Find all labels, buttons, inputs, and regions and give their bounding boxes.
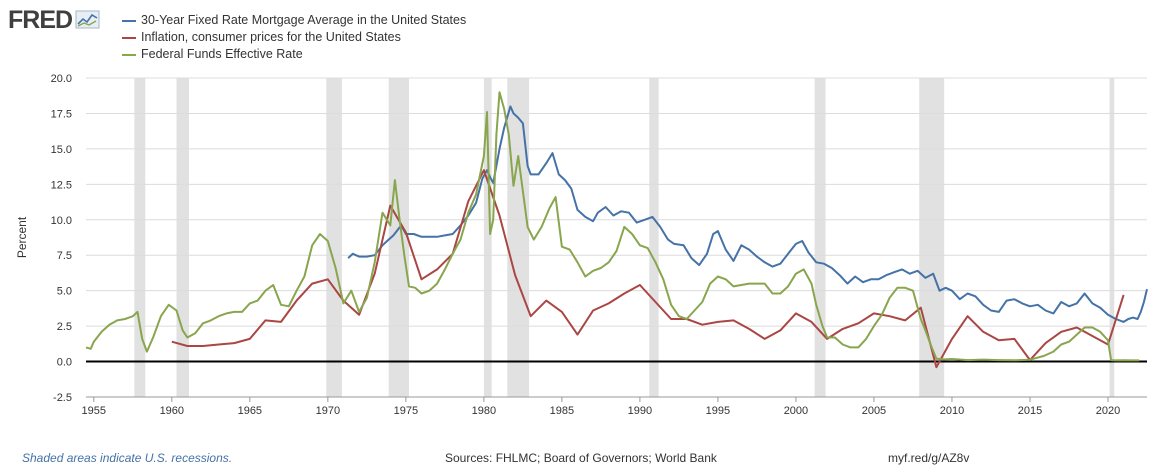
recession-band xyxy=(483,78,492,397)
legend-item-mortgage[interactable]: 30-Year Fixed Rate Mortgage Average in t… xyxy=(122,12,466,29)
recession-band xyxy=(649,78,659,397)
recession-band xyxy=(814,78,826,397)
x-tick-label: 1965 xyxy=(238,405,262,417)
x-tick-label: 2020 xyxy=(1096,405,1120,417)
x-tick-label: 1975 xyxy=(394,405,418,417)
x-tick-label: 2015 xyxy=(1018,405,1042,417)
series-line-fed-funds xyxy=(85,91,1140,362)
x-tick-label: 2010 xyxy=(940,405,964,417)
x-tick-label: 1995 xyxy=(706,405,730,417)
legend-item-inflation[interactable]: Inflation, consumer prices for the Unite… xyxy=(122,29,466,46)
recession-band xyxy=(388,78,409,397)
sources-text: Sources: FHLMC; Board of Governors; Worl… xyxy=(445,451,717,465)
y-tick-label: 20.0 xyxy=(51,73,72,85)
x-tick-label: 2005 xyxy=(862,405,886,417)
logo-text: FRED xyxy=(8,5,73,34)
legend-label-mortgage: 30-Year Fixed Rate Mortgage Average in t… xyxy=(141,13,467,27)
y-tick-label: 15.0 xyxy=(51,144,72,156)
series-line-mortgage xyxy=(347,105,1148,323)
x-tick-label: 1990 xyxy=(628,405,652,417)
y-tick-label: 5.0 xyxy=(57,286,72,298)
recession-band xyxy=(507,78,530,397)
chart-logo-icon xyxy=(75,10,100,29)
legend-label-fed-funds: Federal Funds Effective Rate xyxy=(141,47,303,61)
legend-item-fed-funds[interactable]: Federal Funds Effective Rate xyxy=(122,46,466,63)
legend-swatch-fed-funds xyxy=(122,53,136,56)
x-tick-label: 1960 xyxy=(160,405,184,417)
y-tick-label: 10.0 xyxy=(51,215,72,227)
y-tick-label: 2.5 xyxy=(57,321,72,333)
short-url[interactable]: myf.red/g/AZ8v xyxy=(888,451,970,465)
recession-band xyxy=(134,78,146,397)
y-tick-label: -2.5 xyxy=(53,392,72,404)
legend-label-inflation: Inflation, consumer prices for the Unite… xyxy=(141,30,401,44)
recession-note: Shaded areas indicate U.S. recessions. xyxy=(22,451,233,465)
recession-band xyxy=(1109,78,1115,397)
y-axis-label: Percent xyxy=(15,216,29,258)
y-tick-label: 17.5 xyxy=(51,108,72,120)
legend-swatch-inflation xyxy=(122,36,136,39)
chart-legend: 30-Year Fixed Rate Mortgage Average in t… xyxy=(122,12,466,63)
legend-swatch-mortgage xyxy=(122,19,136,22)
y-tick-label: 12.5 xyxy=(51,179,72,191)
x-tick-label: 2000 xyxy=(784,405,808,417)
recession-band xyxy=(919,78,945,397)
plot-area xyxy=(86,78,1147,397)
recession-band xyxy=(176,78,189,397)
x-tick-label: 1985 xyxy=(550,405,574,417)
y-tick-label: 7.5 xyxy=(57,250,72,262)
x-tick-label: 1955 xyxy=(82,405,106,417)
recession-band xyxy=(326,78,342,397)
fred-logo[interactable]: FRED xyxy=(8,6,101,34)
x-tick-label: 1970 xyxy=(316,405,340,417)
y-tick-label: 0.0 xyxy=(57,357,72,369)
series-line-inflation xyxy=(171,169,1125,369)
x-tick-label: 1980 xyxy=(472,405,496,417)
